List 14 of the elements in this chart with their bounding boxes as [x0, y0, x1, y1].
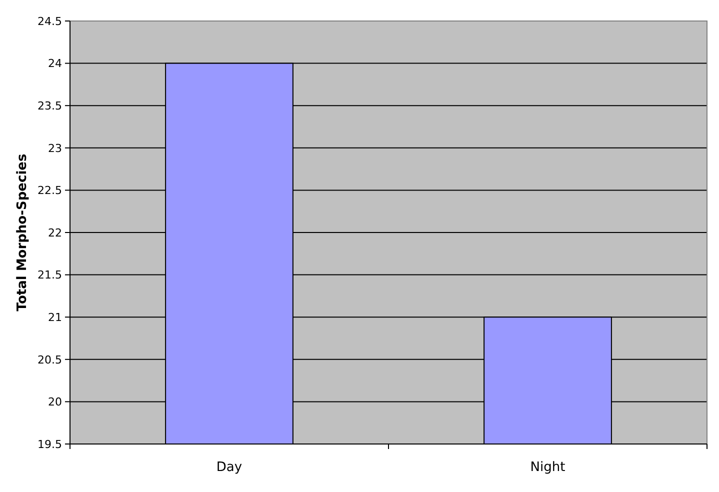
- y-tick-label: 20: [48, 396, 62, 409]
- x-tick-label: Day: [216, 460, 242, 475]
- y-tick-label: 24.5: [38, 14, 62, 28]
- y-tick-label: 22.5: [38, 184, 62, 198]
- y-tick-label: 19.5: [38, 438, 62, 451]
- x-tick-label: Night: [530, 460, 566, 475]
- y-tick-label: 21.5: [38, 268, 62, 282]
- y-tick-label: 20.5: [38, 353, 62, 366]
- y-tick-label: 24: [48, 57, 62, 70]
- y-tick-label: 22: [48, 226, 62, 240]
- y-tick-label: 23: [48, 142, 62, 155]
- y-axis-title: Total Morpho-Species: [15, 154, 30, 312]
- y-tick-label: 21: [48, 310, 62, 324]
- y-tick-label: 23.5: [38, 99, 62, 112]
